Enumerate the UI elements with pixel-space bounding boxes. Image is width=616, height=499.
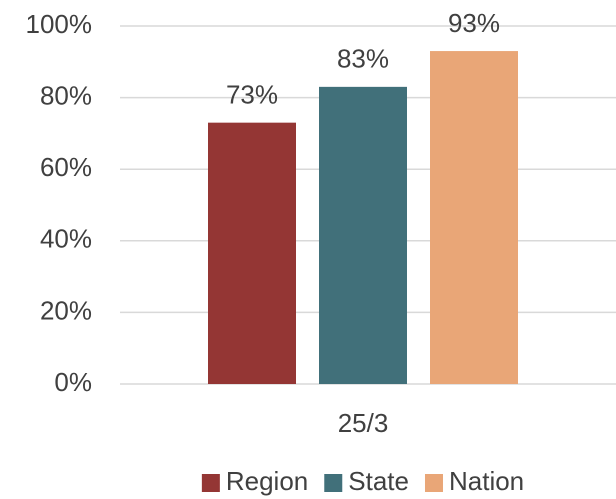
legend-swatch (324, 474, 343, 492)
legend-label: State (348, 466, 409, 496)
legend-swatch (201, 474, 220, 492)
y-tick-label: 20% (40, 295, 92, 325)
data-label: 93% (448, 8, 500, 38)
data-label: 83% (337, 44, 389, 74)
bar (208, 122, 296, 384)
bar (430, 51, 518, 385)
y-tick-label: 100% (26, 9, 93, 39)
y-tick-label: 60% (40, 152, 92, 182)
y-tick-label: 40% (40, 224, 92, 254)
legend-label: Region (226, 466, 308, 496)
y-tick-label: 0% (54, 367, 92, 397)
legend-label: Nation (449, 466, 524, 496)
legend-swatch (424, 474, 443, 492)
x-tick-label: 25/3 (338, 408, 389, 438)
bar (319, 86, 407, 385)
data-label: 73% (226, 80, 278, 110)
y-tick-label: 80% (40, 80, 92, 110)
